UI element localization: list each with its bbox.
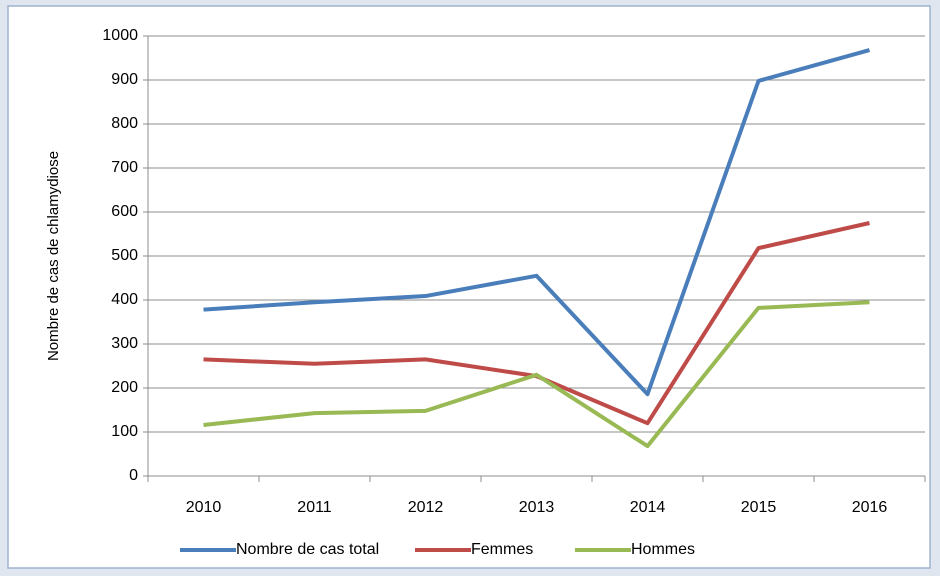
x-tick-label: 2012 [408, 499, 444, 516]
y-axis-label: Nombre de cas de chlamydiose [45, 151, 62, 361]
y-tick-label: 500 [111, 247, 138, 264]
x-tick-label: 2016 [852, 499, 888, 516]
legend-label: Nombre de cas total [236, 541, 379, 558]
data-line [203, 48, 871, 397]
y-tick-label: 200 [111, 379, 138, 396]
y-tick-label: 800 [111, 115, 138, 132]
y-tick-label: 600 [111, 203, 138, 220]
legend-label: Femmes [471, 541, 533, 558]
y-tick-label: 1000 [102, 27, 138, 44]
x-tick-label: 2011 [297, 499, 332, 516]
data-line [203, 300, 870, 449]
y-tick-label: 700 [111, 159, 138, 176]
y-tick-label: 300 [111, 335, 138, 352]
x-tick-label: 2013 [519, 499, 555, 516]
y-tick-label: 0 [129, 467, 138, 484]
y-tick-label: 100 [111, 423, 138, 440]
y-tick-label: 900 [111, 71, 138, 88]
x-tick-label: 2014 [630, 499, 666, 516]
y-tick-label: 400 [111, 291, 138, 308]
x-tick-label: 2015 [741, 499, 777, 516]
x-tick-label: 2010 [186, 499, 222, 516]
legend-label: Hommes [631, 541, 695, 558]
